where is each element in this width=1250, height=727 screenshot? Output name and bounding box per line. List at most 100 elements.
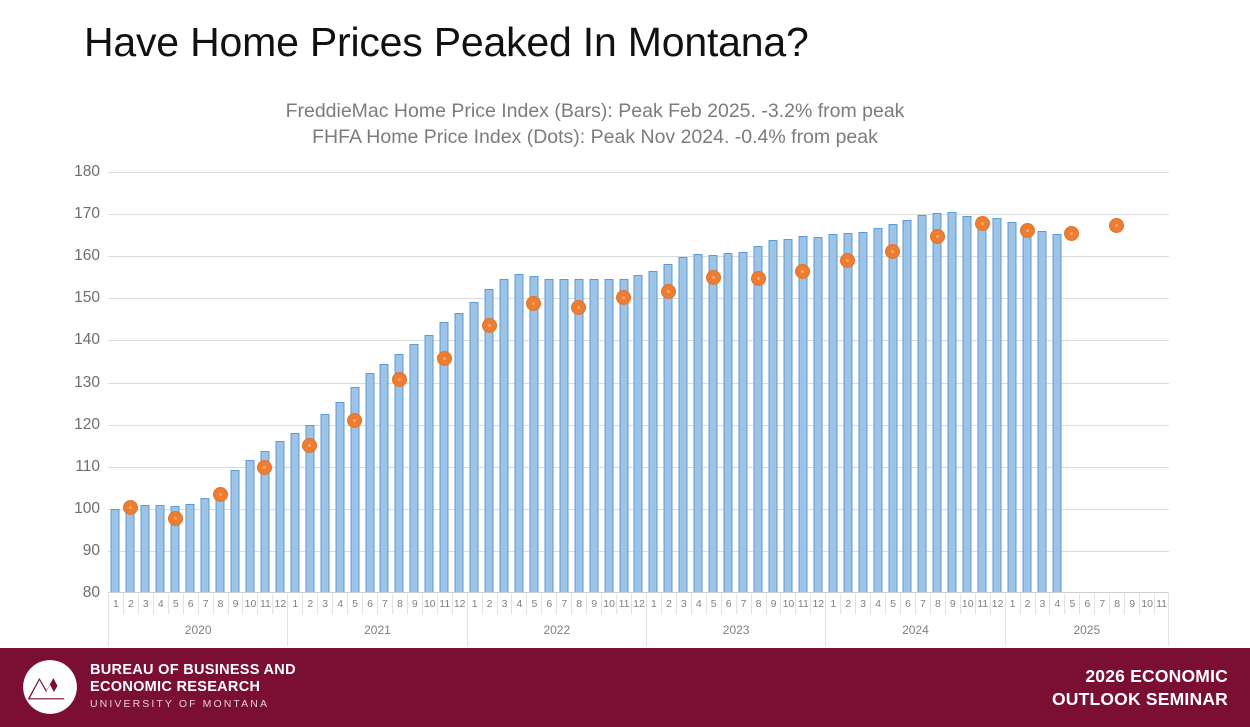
- bar[interactable]: [484, 288, 494, 593]
- x-axis-month-label: 4: [1049, 594, 1064, 614]
- bar[interactable]: [125, 506, 135, 593]
- bar[interactable]: [947, 212, 957, 593]
- scatter-dot[interactable]: [526, 295, 542, 311]
- scatter-dot[interactable]: [302, 437, 318, 453]
- x-axis-month-label: 3: [675, 594, 691, 614]
- scatter-dot[interactable]: [795, 263, 811, 279]
- bar[interactable]: [663, 263, 673, 593]
- bar[interactable]: [917, 214, 927, 593]
- bar[interactable]: [678, 257, 688, 593]
- bar[interactable]: [1052, 234, 1062, 593]
- bar[interactable]: [529, 276, 539, 593]
- scatter-dot[interactable]: [660, 284, 676, 300]
- bar[interactable]: [499, 279, 509, 593]
- bar[interactable]: [873, 228, 883, 593]
- bar[interactable]: [932, 212, 942, 593]
- bar[interactable]: [200, 498, 210, 593]
- subtitle-line-fhfa: FHFA Home Price Index (Dots): Peak Nov 2…: [312, 126, 878, 148]
- bar[interactable]: [335, 401, 345, 593]
- scatter-dot[interactable]: [616, 289, 632, 305]
- bar[interactable]: [902, 219, 912, 593]
- bar[interactable]: [155, 505, 165, 593]
- scatter-dot[interactable]: [1019, 223, 1035, 239]
- scatter-dot[interactable]: [750, 270, 766, 286]
- scatter-dot[interactable]: [257, 460, 273, 476]
- scatter-dot[interactable]: [436, 351, 452, 367]
- bar[interactable]: [409, 343, 419, 593]
- bar[interactable]: [888, 224, 898, 593]
- bar[interactable]: [783, 239, 793, 593]
- bar[interactable]: [1037, 231, 1047, 593]
- bar[interactable]: [768, 239, 778, 593]
- bar[interactable]: [469, 301, 479, 593]
- bar[interactable]: [708, 254, 718, 593]
- bar[interactable]: [604, 278, 614, 593]
- bar[interactable]: [394, 353, 404, 593]
- bar-slot: [975, 172, 990, 593]
- scatter-dot[interactable]: [1064, 225, 1080, 241]
- bar[interactable]: [379, 364, 389, 593]
- bar[interactable]: [185, 503, 195, 593]
- bar[interactable]: [544, 278, 554, 593]
- bar[interactable]: [454, 313, 464, 593]
- scatter-dot[interactable]: [929, 229, 945, 245]
- bar[interactable]: [753, 246, 763, 593]
- scatter-dot[interactable]: [840, 253, 856, 269]
- bar[interactable]: [813, 236, 823, 593]
- bar-slot: [183, 172, 198, 593]
- bar[interactable]: [977, 217, 987, 593]
- scatter-dot[interactable]: [347, 413, 363, 429]
- x-axis-month-label: 5: [885, 594, 900, 614]
- bar-slot: [1079, 172, 1094, 593]
- bar[interactable]: [1007, 222, 1017, 593]
- scatter-dot[interactable]: [481, 318, 497, 334]
- bar[interactable]: [140, 504, 150, 593]
- bar-slot: [780, 172, 795, 593]
- bar[interactable]: [1022, 227, 1032, 593]
- bar[interactable]: [559, 279, 569, 593]
- x-axis-month-label: 3: [317, 594, 332, 614]
- bar[interactable]: [858, 232, 868, 593]
- scatter-dot[interactable]: [212, 486, 228, 502]
- scatter-dot[interactable]: [974, 215, 990, 231]
- bar[interactable]: [574, 279, 584, 593]
- bar[interactable]: [798, 236, 808, 593]
- x-axis-month-label: 11: [257, 594, 272, 614]
- bar[interactable]: [619, 278, 629, 593]
- bar[interactable]: [843, 233, 853, 593]
- bar[interactable]: [245, 460, 255, 593]
- bar-slot: [1109, 172, 1124, 593]
- y-axis-tick-label: 100: [74, 499, 100, 517]
- bar[interactable]: [514, 273, 524, 593]
- bar[interactable]: [589, 278, 599, 593]
- scatter-dot[interactable]: [571, 300, 587, 316]
- scatter-dot[interactable]: [122, 500, 138, 516]
- bar[interactable]: [275, 441, 285, 593]
- bar-slot: [332, 172, 347, 593]
- scatter-dot[interactable]: [391, 372, 407, 388]
- bar[interactable]: [215, 489, 225, 593]
- x-axis: 1 2 3 4 5 6 7 8 9 10 11 12 1 2 3 4 5 6 7 8 9 10 11 12 1 2 3 4 5 6 7 8 9 1…: [108, 594, 1169, 646]
- scatter-dot[interactable]: [705, 269, 721, 285]
- bar[interactable]: [320, 413, 330, 593]
- bar[interactable]: [110, 508, 120, 593]
- bar[interactable]: [723, 252, 733, 593]
- x-axis-month-label: 3: [137, 594, 153, 614]
- x-axis-month-label: 9: [765, 594, 781, 614]
- bar[interactable]: [365, 373, 374, 593]
- scatter-dot[interactable]: [885, 243, 901, 259]
- bar[interactable]: [290, 433, 300, 593]
- bar[interactable]: [648, 270, 658, 593]
- bar[interactable]: [962, 215, 972, 593]
- bar[interactable]: [828, 234, 838, 593]
- bar-slot: [1049, 172, 1064, 593]
- x-axis-month-label: 11: [974, 594, 990, 614]
- bar[interactable]: [738, 252, 748, 593]
- bar[interactable]: [693, 254, 703, 593]
- bar[interactable]: [992, 218, 1002, 593]
- scatter-dot[interactable]: [167, 511, 183, 527]
- bar[interactable]: [633, 274, 643, 593]
- scatter-dot[interactable]: [1109, 218, 1125, 234]
- bar[interactable]: [230, 469, 240, 593]
- bar[interactable]: [424, 335, 434, 593]
